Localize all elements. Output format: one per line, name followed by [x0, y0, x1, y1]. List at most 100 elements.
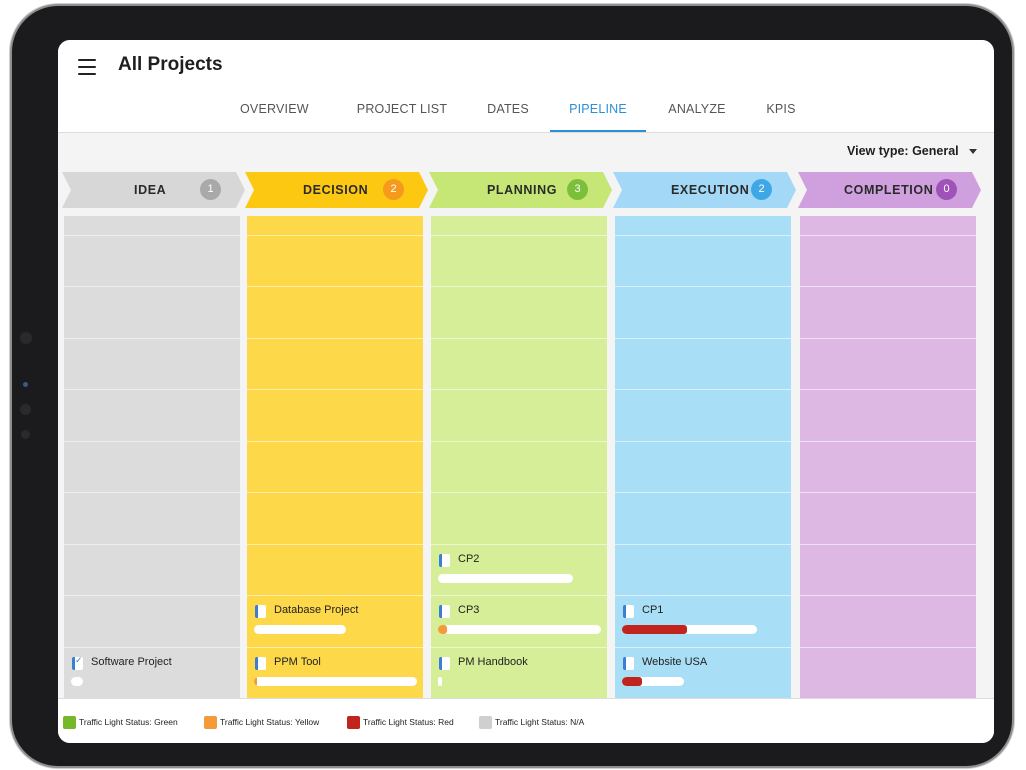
pipeline-column-execution: CP1 Website USA	[615, 216, 791, 698]
row-divider	[800, 235, 976, 236]
hamburger-menu-icon[interactable]	[78, 59, 96, 75]
project-card[interactable]: Database Project	[247, 595, 423, 647]
project-card[interactable]: CP2	[431, 544, 607, 596]
legend-swatch	[479, 716, 492, 729]
row-divider	[800, 595, 976, 596]
legend-swatch	[204, 716, 217, 729]
stage-label: IDEA	[134, 183, 167, 197]
project-icon	[439, 605, 450, 618]
tab-pipeline[interactable]: PIPELINE	[550, 102, 646, 132]
project-icon	[439, 656, 450, 670]
tab-dates[interactable]: DATES	[487, 102, 529, 116]
row-divider	[64, 492, 240, 493]
row-divider	[800, 441, 976, 442]
legend-label: Traffic Light Status: N/A	[495, 717, 585, 727]
row-divider	[247, 389, 423, 390]
stage-label: EXECUTION	[671, 183, 750, 197]
row-divider	[800, 338, 976, 339]
row-divider	[431, 544, 607, 545]
row-divider	[431, 389, 607, 390]
stage-planning[interactable]: PLANNING 3	[429, 172, 612, 208]
side-dot	[21, 430, 30, 439]
stage-count-badge: 0	[936, 179, 957, 200]
stage-decision[interactable]: DECISION 2	[245, 172, 428, 208]
progress-bar	[254, 676, 417, 686]
row-divider	[800, 286, 976, 287]
tab-project-list[interactable]: PROJECT LIST	[356, 102, 448, 116]
project-name: Software Project	[91, 655, 172, 668]
stage-completion[interactable]: COMPLETION 0	[798, 172, 981, 208]
tab-kpis[interactable]: KPIS	[766, 102, 796, 116]
project-icon	[255, 605, 266, 618]
row-divider	[431, 286, 607, 287]
row-divider	[247, 286, 423, 287]
stage-count-badge: 2	[383, 179, 404, 200]
app-header: All Projects OVERVIEW PROJECT LIST DATES…	[58, 40, 994, 133]
project-card[interactable]: Website USA	[615, 647, 791, 699]
row-divider	[247, 544, 423, 545]
row-divider	[800, 544, 976, 545]
page-title: All Projects	[118, 54, 223, 75]
project-name: PM Handbook	[458, 655, 528, 668]
pipeline-column-decision: Database Project PPM Tool	[247, 216, 423, 698]
legend-swatch	[347, 716, 360, 729]
project-icon	[255, 656, 266, 670]
stage-execution[interactable]: EXECUTION 2	[613, 172, 796, 208]
row-divider	[615, 492, 791, 493]
progress-bar	[438, 676, 442, 686]
row-divider	[615, 595, 791, 596]
progress-bar	[438, 573, 573, 583]
project-icon	[623, 656, 634, 670]
sensor-dot	[23, 382, 28, 387]
row-divider	[800, 492, 976, 493]
project-card[interactable]: CP3	[431, 595, 607, 647]
view-type-dropdown[interactable]: View type: General	[847, 144, 977, 158]
progress-fill	[438, 625, 447, 634]
pipeline-column-completion	[800, 216, 976, 698]
caret-down-icon	[968, 149, 977, 155]
app-screen: All Projects OVERVIEW PROJECT LIST DATES…	[58, 40, 994, 743]
row-divider	[64, 647, 240, 648]
project-card[interactable]: Software Project	[64, 647, 240, 699]
project-icon	[623, 605, 634, 618]
tablet-frame: All Projects OVERVIEW PROJECT LIST DATES…	[12, 6, 1012, 766]
view-type-label: View type: General	[847, 144, 959, 158]
side-dot	[20, 404, 31, 415]
legend-label: Traffic Light Status: Red	[363, 717, 454, 727]
row-divider	[615, 338, 791, 339]
row-divider	[800, 389, 976, 390]
stage-label: COMPLETION	[844, 183, 934, 197]
legend-swatch	[63, 716, 76, 729]
stage-chevron	[429, 172, 612, 208]
project-icon	[72, 655, 83, 670]
row-divider	[247, 338, 423, 339]
project-card[interactable]: PM Handbook	[431, 647, 607, 699]
stage-chevron	[613, 172, 796, 208]
row-divider	[431, 338, 607, 339]
tab-analyze[interactable]: ANALYZE	[668, 102, 726, 116]
legend-label: Traffic Light Status: Yellow	[220, 717, 320, 727]
row-divider	[431, 441, 607, 442]
row-divider	[247, 235, 423, 236]
stage-label: DECISION	[303, 183, 369, 197]
project-name: PPM Tool	[274, 655, 321, 668]
row-divider	[64, 389, 240, 390]
tab-overview[interactable]: OVERVIEW	[240, 102, 309, 116]
tab-bar: OVERVIEW PROJECT LIST DATES PIPELINE ANA…	[58, 102, 994, 132]
progress-bar	[71, 676, 83, 686]
row-divider	[615, 389, 791, 390]
row-divider	[615, 647, 791, 648]
project-card[interactable]: CP1	[615, 595, 791, 647]
row-divider	[431, 647, 607, 648]
row-divider	[64, 286, 240, 287]
project-card[interactable]: PPM Tool	[247, 647, 423, 699]
progress-bar	[254, 625, 346, 634]
progress-fill	[622, 625, 687, 634]
progress-fill	[254, 676, 257, 686]
stage-chevron	[245, 172, 428, 208]
stage-label: PLANNING	[487, 183, 558, 197]
progress-bar	[622, 625, 757, 634]
stage-count-badge: 2	[751, 179, 772, 200]
row-divider	[64, 235, 240, 236]
stage-idea[interactable]: IDEA 1	[62, 172, 245, 208]
